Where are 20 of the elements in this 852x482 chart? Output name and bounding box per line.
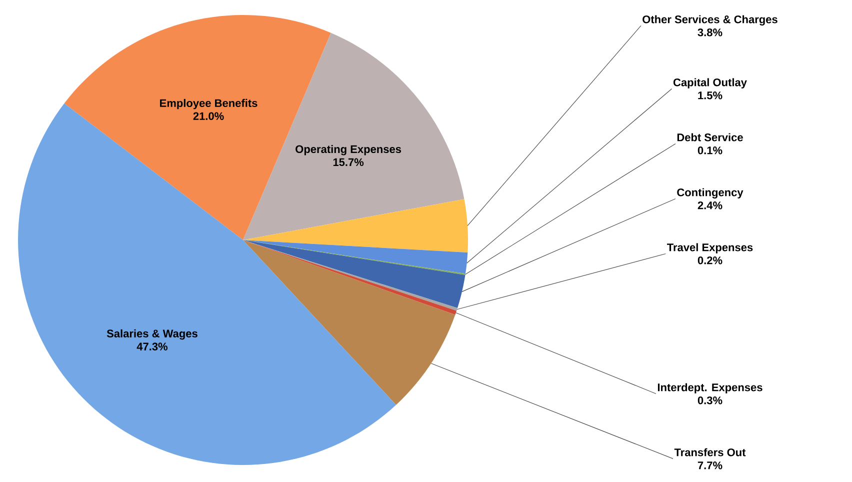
slice-label: Contingency <box>677 188 744 198</box>
slice-label: Operating Expenses <box>296 144 402 156</box>
slice-label: Debt Service <box>677 133 743 142</box>
slice-label: Other Services & Charges <box>642 15 778 26</box>
data-label: 0.3% <box>698 396 722 404</box>
slice-label: Travel Expenses <box>667 243 753 254</box>
slice-label: Capital Outlay <box>673 78 747 88</box>
data-label: 47.3% <box>136 342 168 350</box>
data-label: 7.7% <box>698 462 722 470</box>
data-label: 2.4% <box>698 201 722 210</box>
data-label: 0.1% <box>698 146 722 154</box>
slice-label: Employee Benefits <box>160 98 258 110</box>
slice-label: Interdept. Expenses <box>658 383 762 394</box>
data-label: 3.8% <box>698 28 722 36</box>
slice-label: Transfers Out <box>674 448 746 456</box>
data-label: 15.7% <box>333 158 364 166</box>
slice-label: Salaries & Wages <box>106 329 198 340</box>
data-label: 0.2% <box>698 256 722 264</box>
data-label: 1.5% <box>698 92 722 100</box>
data-label: 21.0% <box>193 112 224 120</box>
